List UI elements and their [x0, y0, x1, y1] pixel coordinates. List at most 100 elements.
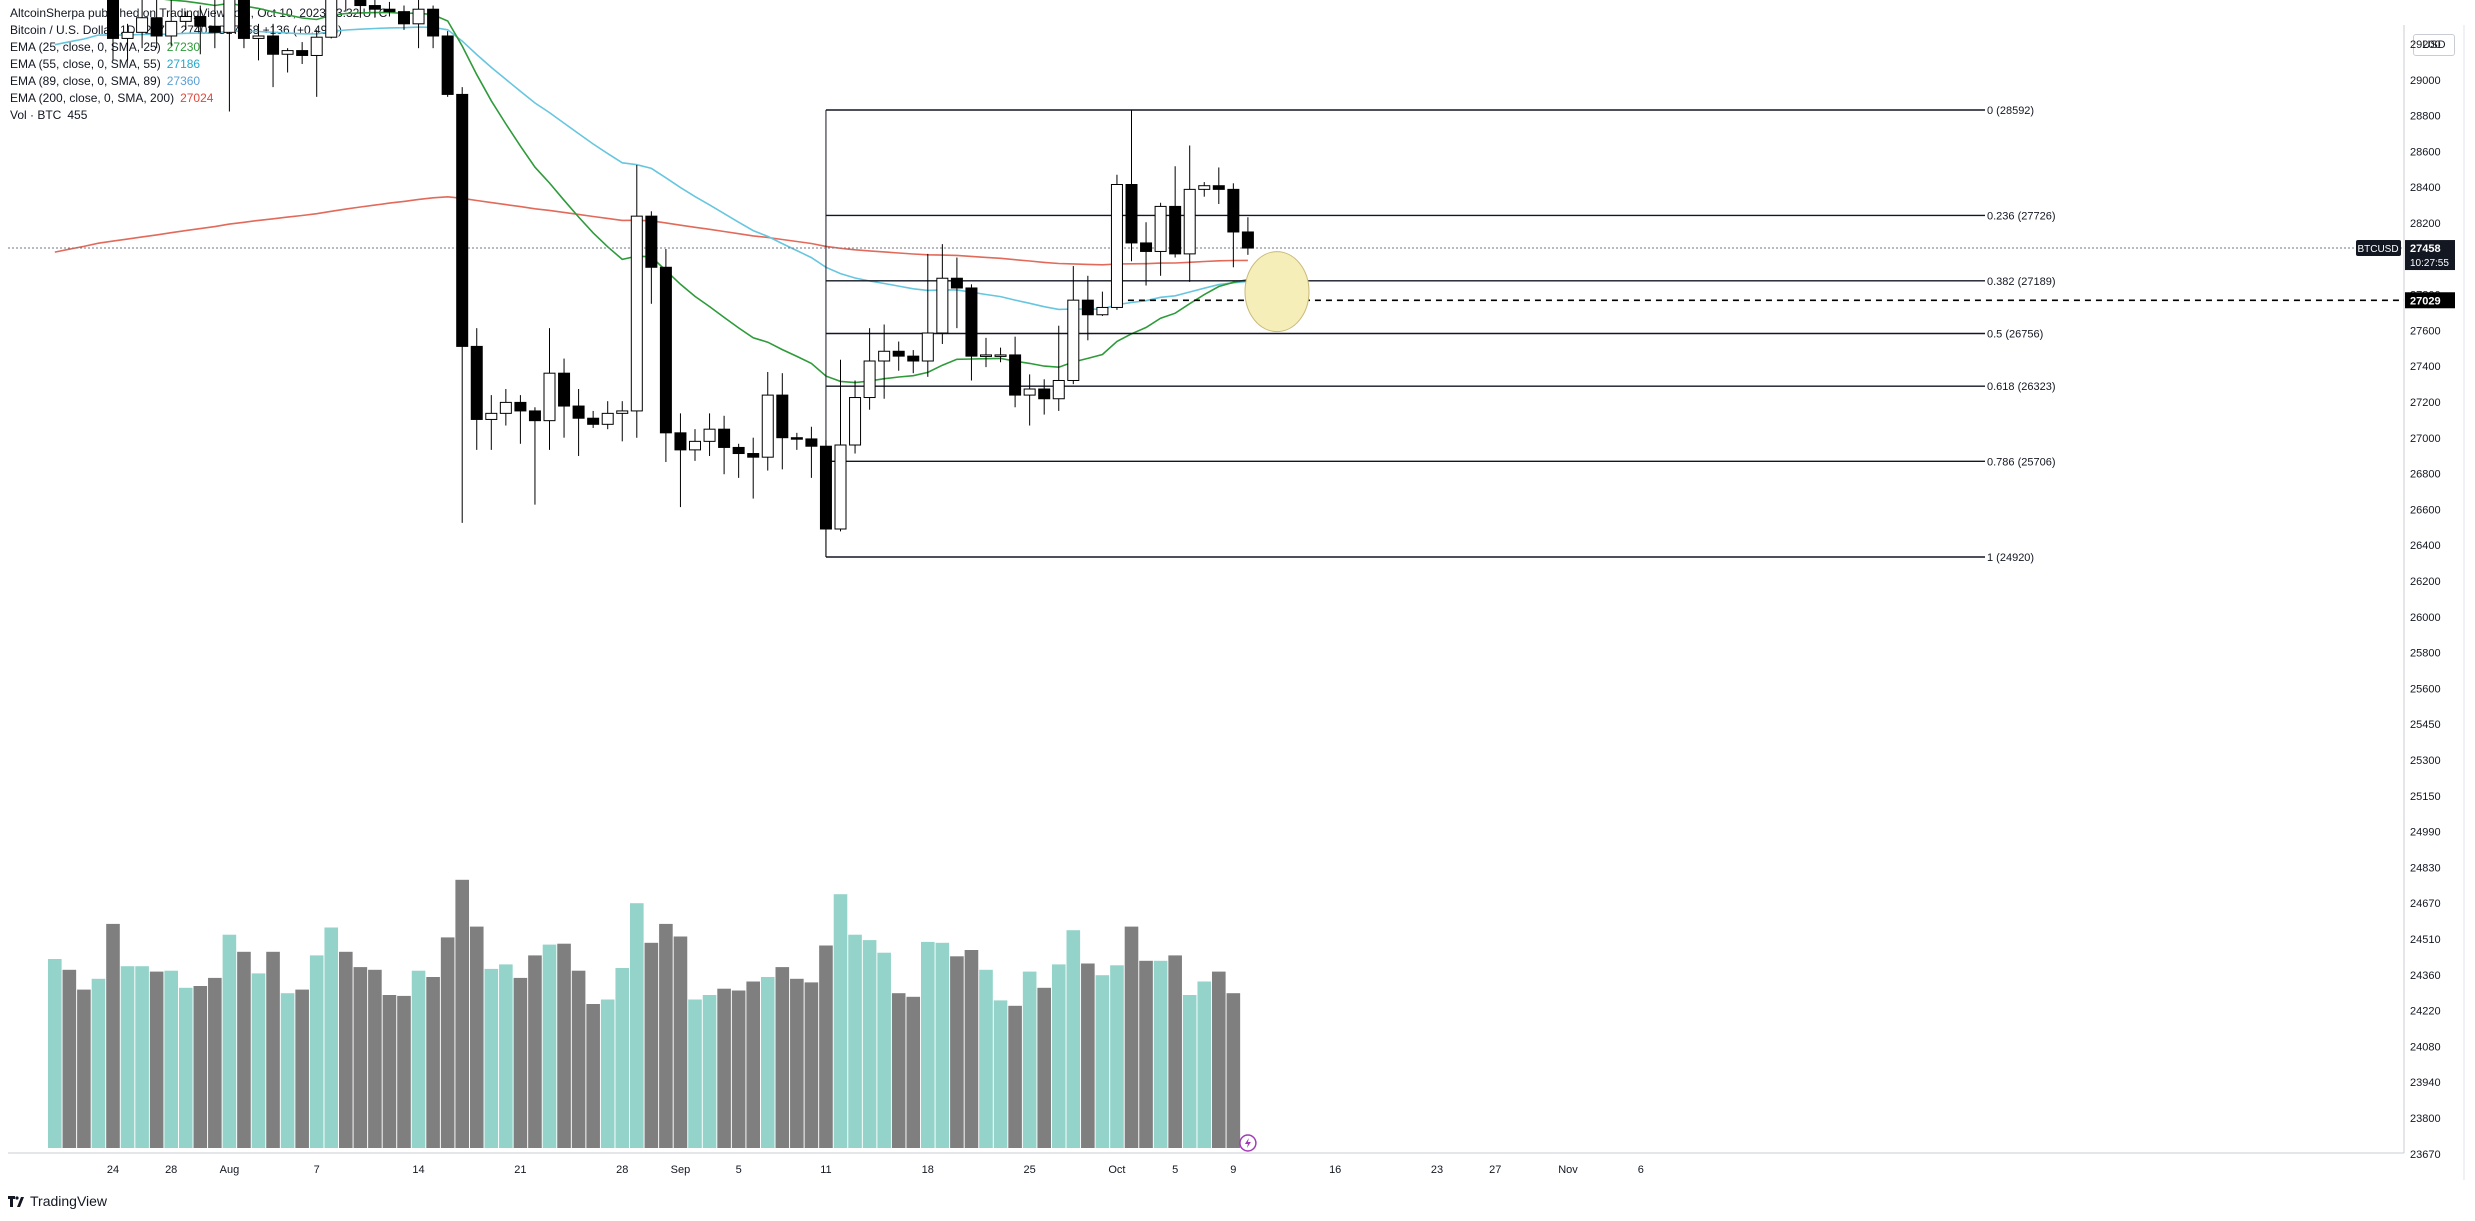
y-tick-label: 25450 [2410, 719, 2441, 731]
indicator-row[interactable]: EMA (200, close, 0, SMA, 200) 27024 [10, 90, 213, 107]
volume-bar [804, 982, 819, 1148]
indicator-row[interactable]: EMA (55, close, 0, SMA, 55) 27186 [10, 56, 200, 73]
axes-layer [8, 25, 2465, 1180]
fib-retracement: 0 (28592) 0.236 (27726) 0.382 (27189) 0.5 (… [8, 105, 2404, 564]
candle-down [1038, 388, 1051, 400]
candle-down [645, 215, 658, 268]
candle-down [354, 0, 367, 7]
candle-up [310, 36, 323, 56]
candle-down [150, 17, 163, 37]
volume-bar [1197, 981, 1212, 1148]
y-tick-label: 23940 [2410, 1077, 2441, 1089]
candle-down [267, 35, 280, 55]
x-tick-label: 24 [107, 1164, 119, 1176]
x-tick-label: 6 [1638, 1164, 1644, 1176]
candle-up [499, 401, 512, 414]
volume-bar [964, 950, 979, 1148]
x-tick-label: 25 [1024, 1164, 1036, 1176]
candle-up [921, 332, 934, 362]
candle-down [587, 417, 600, 425]
candle-down [907, 355, 920, 362]
volume-bar [1182, 995, 1197, 1148]
y-tick-label: 28800 [2410, 111, 2441, 123]
candle-up [878, 350, 891, 362]
volume-bar [1081, 963, 1095, 1148]
y-tick-label: 27400 [2410, 361, 2441, 373]
price-tag-bg [2405, 240, 2455, 271]
candle-down [1241, 231, 1254, 249]
volume-bar [411, 970, 426, 1148]
volume-bar [848, 934, 862, 1148]
candle-up [543, 372, 556, 422]
volume-bar [309, 955, 324, 1148]
volume-bar [731, 990, 746, 1148]
y-tick-label: 28200 [2410, 218, 2441, 230]
volume-bar [528, 955, 542, 1148]
candle-up [165, 20, 178, 37]
indicator-value: 27230 [166, 40, 201, 54]
volume-bar [1022, 971, 1037, 1148]
candle-down [558, 372, 571, 407]
candle-down [1125, 184, 1138, 244]
y-tick-label: 29000 [2410, 75, 2441, 87]
y-tick-label: 24220 [2410, 1006, 2441, 1018]
volume-bar [833, 894, 848, 1148]
candle-down [427, 8, 440, 37]
price-tag-countdown: 10:27:55 [2410, 258, 2449, 269]
volume-bar [1095, 975, 1110, 1148]
volume-bar [1168, 955, 1182, 1148]
volume-bar [1153, 960, 1168, 1148]
candle-up [252, 35, 265, 39]
highlight-ellipse [1244, 251, 1310, 333]
candle-up [834, 444, 847, 530]
candle-up [136, 17, 149, 33]
x-tick-label: Nov [1558, 1164, 1578, 1176]
indicator-row[interactable]: Vol · BTC 455 [10, 107, 87, 124]
candle-down [194, 16, 207, 27]
candle-up [179, 16, 192, 22]
candle-down [950, 277, 963, 289]
candle-down [1009, 354, 1022, 396]
volume-bar [77, 989, 91, 1148]
volume-bar [208, 977, 222, 1148]
indicator-value: 455 [67, 108, 88, 122]
candle-down [572, 405, 585, 419]
candle-down [892, 350, 905, 357]
candle-down [1081, 299, 1094, 316]
axis-labels: 2920029000288002860028400282002800027800… [107, 39, 2455, 1176]
volume-bar [295, 989, 309, 1148]
candle-down [237, 0, 250, 39]
y-tick-label: 28600 [2410, 146, 2441, 158]
fib-level-label: 0.5 (26756) [1987, 329, 2043, 341]
symbol-title: Bitcoin / U.S. Dollar, 1D [10, 23, 136, 37]
volume-bar [222, 934, 237, 1148]
y-tick-label: 24080 [2410, 1041, 2441, 1053]
volume-bar [1212, 971, 1226, 1148]
x-tick-label: 23 [1431, 1164, 1443, 1176]
tradingview-footer: TradingView [8, 1193, 107, 1209]
candle-down [674, 432, 687, 451]
volume-bar [426, 977, 440, 1148]
indicator-row[interactable]: EMA (25, close, 0, SMA, 25) 27230 [10, 39, 200, 56]
volume-bar [353, 967, 368, 1148]
candle-up [616, 410, 629, 414]
y-tick-label: 23800 [2410, 1113, 2441, 1125]
candle-up [1110, 184, 1123, 308]
volume-bar [484, 968, 499, 1148]
y-tick-label: 25150 [2410, 791, 2441, 803]
x-tick-label: 28 [616, 1164, 628, 1176]
candle-down [470, 345, 483, 420]
y-tick-label: 25300 [2410, 755, 2441, 767]
indicator-label: EMA (200, close, 0, SMA, 200) [10, 91, 175, 105]
volume-bar [178, 987, 193, 1148]
candle-up [325, 0, 338, 38]
volume-bar [1008, 1005, 1022, 1148]
price-tag-value: 27458 [2410, 243, 2441, 255]
candles [107, 0, 1254, 557]
volume-bar [746, 981, 760, 1148]
level-tag-value: 27029 [2410, 295, 2441, 307]
indicator-row[interactable]: EMA (89, close, 0, SMA, 89) 27360 [10, 73, 200, 90]
currency-button[interactable]: USD [2413, 34, 2455, 56]
volume-bars [48, 879, 1241, 1148]
